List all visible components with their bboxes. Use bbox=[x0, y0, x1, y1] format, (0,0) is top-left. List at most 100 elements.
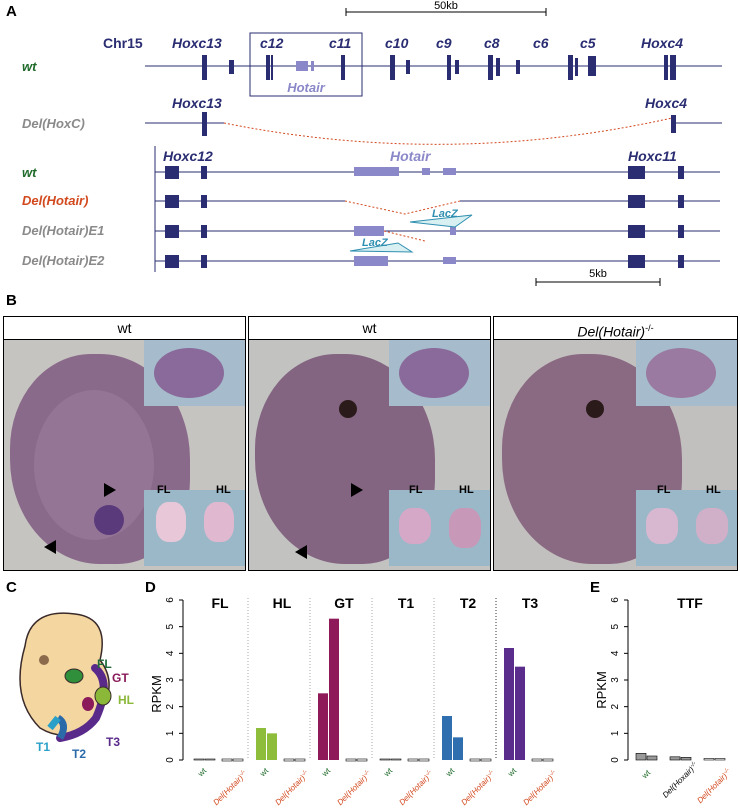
e-xlabel: Del(Hoxair)-/- bbox=[661, 761, 700, 800]
d-bar-wt bbox=[515, 666, 525, 760]
c-label-t3: T3 bbox=[106, 735, 120, 749]
d-xlabel-del: Del(Hotair)-/- bbox=[397, 769, 435, 807]
lacz-e1: LacZ bbox=[432, 208, 459, 220]
d-bar-wt bbox=[442, 716, 452, 760]
e-xlabel: wt bbox=[640, 768, 653, 781]
d-bar-del bbox=[283, 758, 295, 762]
d-bar-wt bbox=[193, 758, 205, 761]
d-bar-del bbox=[407, 758, 419, 762]
lacz-e2: LacZ bbox=[362, 237, 389, 249]
e-ylabel: RPKM bbox=[594, 671, 609, 709]
d-bar-wt bbox=[379, 758, 391, 761]
d-bar-del bbox=[418, 758, 430, 762]
row-label-wt-2: wt bbox=[22, 165, 37, 180]
d-xlabel-del: Del(Hotair)-/- bbox=[521, 769, 559, 807]
zoom-gene-hotair: Hotair bbox=[390, 148, 432, 164]
hl-label-3: HL bbox=[706, 484, 721, 496]
d-ytick-label: 2 bbox=[165, 703, 176, 709]
photo-header-wt-1: wt bbox=[4, 317, 245, 340]
d-bar-del bbox=[480, 758, 492, 762]
d-bar-wt bbox=[267, 733, 277, 760]
e-ytick-label: 5 bbox=[610, 623, 621, 629]
d-ytick-label: 4 bbox=[165, 650, 176, 656]
d-ytick-label: 3 bbox=[165, 677, 176, 683]
row-label-e2: Del(Hotair)E2 bbox=[22, 253, 105, 268]
photo-panel-del-hotair: Del(Hotair)-/- FL HL bbox=[493, 316, 738, 571]
d-bar-wt bbox=[453, 737, 463, 760]
d-bar-wt bbox=[318, 693, 328, 760]
d-xlabel-del: Del(Hotair)-/- bbox=[335, 769, 373, 807]
gene-label-hoxc13: Hoxc13 bbox=[172, 35, 222, 51]
d-xlabel-del: Del(Hotair)-/- bbox=[211, 769, 249, 807]
e-ytick-label: 3 bbox=[610, 677, 621, 683]
panel-e-rpkm-chart: E RPKM TTF 0 1 2 3 4 5 6 wt Del(Hoxair)-/-Del(Ho… bbox=[590, 579, 733, 805]
fl-label-2: FL bbox=[409, 484, 423, 496]
d-ytick-label: 0 bbox=[165, 757, 176, 763]
e-ytick-label: 1 bbox=[610, 730, 621, 736]
hl-label-2: HL bbox=[459, 484, 474, 496]
panel-a-letter: A bbox=[6, 3, 17, 20]
gene-label-c10: c10 bbox=[385, 35, 409, 51]
row-label-wt-1: wt bbox=[22, 59, 37, 74]
hotair-top-label: Hotair bbox=[287, 80, 326, 95]
c-label-t2: T2 bbox=[72, 747, 86, 761]
c-label-t1: T1 bbox=[36, 740, 50, 754]
e-ytick-label: 6 bbox=[610, 597, 621, 603]
gene-label-c12: c12 bbox=[260, 35, 284, 51]
d-bar-del bbox=[345, 758, 357, 762]
delhoxc-right-gene: Hoxc4 bbox=[645, 95, 687, 111]
d-group-title-t3: T3 bbox=[522, 595, 539, 611]
delhoxc-left-gene: Hoxc13 bbox=[172, 95, 222, 111]
d-ylabel: RPKM bbox=[149, 675, 164, 713]
c-label-fl: FL bbox=[97, 657, 112, 671]
d-xlabel-wt: wt bbox=[196, 766, 209, 779]
e-bar bbox=[635, 753, 647, 761]
d-group-title-hl: HL bbox=[273, 595, 292, 611]
e-bar bbox=[680, 757, 692, 761]
d-bar-del bbox=[356, 758, 368, 762]
gene-label-hoxc4: Hoxc4 bbox=[641, 35, 683, 51]
c-label-hl: HL bbox=[118, 693, 134, 707]
d-bar-del bbox=[531, 758, 543, 762]
e-ytick-label: 4 bbox=[610, 650, 621, 656]
d-bar-del bbox=[469, 758, 481, 762]
d-bar-wt bbox=[504, 648, 514, 760]
gene-label-c11: c11 bbox=[329, 35, 352, 51]
c-label-gt: GT bbox=[112, 671, 129, 685]
e-bar bbox=[714, 758, 726, 761]
d-bar-del bbox=[221, 758, 233, 762]
zoom-gene-hoxc12: Hoxc12 bbox=[163, 148, 213, 164]
row-label-delhotair: Del(Hotair) bbox=[22, 193, 88, 208]
photo-header-wt-2: wt bbox=[249, 317, 490, 340]
e-ytick-label: 2 bbox=[610, 703, 621, 709]
fl-label-1: FL bbox=[157, 484, 171, 496]
e-title: TTF bbox=[677, 595, 703, 611]
gene-label-c5: c5 bbox=[580, 35, 596, 51]
panel-c-letter: C bbox=[6, 579, 17, 596]
d-xlabel-wt: wt bbox=[506, 766, 519, 779]
row-label-delhoxc: Del(HoxC) bbox=[22, 116, 85, 131]
d-ytick-label: 6 bbox=[165, 597, 176, 603]
hl-label-1: HL bbox=[216, 484, 231, 496]
d-ytick-label: 5 bbox=[165, 623, 176, 629]
row-label-e1: Del(Hotair)E1 bbox=[22, 223, 104, 238]
fl-label-3: FL bbox=[657, 484, 671, 496]
d-xlabel-wt: wt bbox=[258, 766, 271, 779]
e-bar bbox=[646, 755, 658, 761]
d-ytick-label: 1 bbox=[165, 730, 176, 736]
e-bar bbox=[669, 756, 681, 761]
d-bar-wt bbox=[329, 618, 339, 760]
d-xlabel-wt: wt bbox=[382, 766, 395, 779]
e-bar bbox=[703, 758, 715, 761]
panel-b-letter: B bbox=[6, 292, 17, 309]
panel-d-letter: D bbox=[145, 579, 156, 596]
panel-a-genomic-map: A 50kb Chr15 Hoxc13 c12 c11 c10 c9 c8 c6… bbox=[6, 0, 722, 286]
scale-5kb-label: 5kb bbox=[589, 268, 607, 280]
d-bar-wt bbox=[204, 758, 216, 761]
d-bar-wt bbox=[390, 758, 402, 761]
gene-label-c8: c8 bbox=[484, 35, 500, 51]
d-bar-del bbox=[232, 758, 244, 762]
d-group-title-gt: GT bbox=[334, 595, 354, 611]
d-bar-wt bbox=[256, 728, 266, 760]
